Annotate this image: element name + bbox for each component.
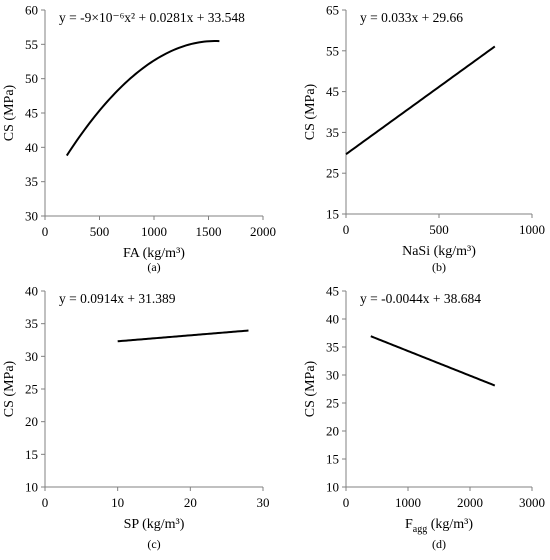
y-tick-label: 20: [25, 414, 38, 429]
y-tick-label: 25: [25, 382, 38, 397]
x-tick-label: 0: [343, 495, 350, 510]
fit-line: [117, 329, 249, 343]
x-tick-label: 1500: [196, 224, 222, 239]
y-tick-label: 60: [25, 3, 38, 18]
y-tick-label: 55: [25, 37, 38, 52]
x-tick-label: 0: [343, 222, 350, 237]
regression-equation: y = -9×10⁻⁶x² + 0.0281x + 33.548: [59, 10, 245, 25]
x-tick-label: 1000: [519, 222, 545, 237]
y-axis-label: CS (MPa): [2, 360, 17, 417]
y-tick-label: 20: [326, 424, 339, 439]
y-tick-label: 55: [326, 43, 339, 58]
x-tick-label: 1000: [395, 495, 421, 510]
x-axis-label: FA (kg/m³): [123, 246, 185, 261]
panel-c: 10 15 20 25 30 35 40 0 10 20 30 y = 0.0914x + 31.38…: [2, 284, 270, 552]
y-tick-label: 45: [326, 284, 339, 299]
x-tick-label: 3000: [519, 495, 545, 510]
x-axis-label-main: F: [405, 517, 413, 532]
y-tick-label: 10: [326, 480, 339, 495]
y-tick-label: 35: [326, 340, 339, 355]
panel-b: 15 25 35 45 55 65 0 500 1000 y = 0.033x + 29.66 CS…: [303, 3, 545, 275]
y-axis-label: CS (MPa): [2, 84, 17, 141]
y-tick-label: 30: [25, 349, 38, 364]
y-tick-label: 30: [326, 368, 339, 383]
panel-label: (a): [147, 260, 160, 274]
panel-label: (c): [147, 537, 160, 551]
x-tick-label: 20: [184, 495, 197, 510]
x-axis-label: NaSi (kg/m³): [402, 244, 476, 259]
y-tick-label: 65: [326, 3, 339, 18]
regression-equation: y = -0.0044x + 38.684: [360, 291, 481, 306]
y-tick-label: 45: [326, 84, 339, 99]
y-axis-label: CS (MPa): [303, 360, 318, 417]
x-axis-label-unit: (kg/m³): [427, 517, 473, 532]
fit-line: [65, 40, 220, 157]
y-tick-label: 40: [25, 140, 38, 155]
y-tick-label: 50: [25, 71, 38, 86]
y-tick-label: 15: [326, 452, 339, 467]
x-tick-label: 1000: [141, 224, 167, 239]
y-tick-label: 35: [25, 316, 38, 331]
x-axis-label-subscript: agg: [413, 524, 427, 535]
y-tick-label: 35: [25, 174, 38, 189]
x-tick-label: 2000: [457, 495, 483, 510]
panel-d: 10 15 20 25 30 35 40 45 0 1000 2000 3000 y = -0.0044…: [303, 284, 545, 552]
y-tick-label: 30: [25, 209, 38, 224]
y-tick-label: 25: [326, 396, 339, 411]
panel-a: 30 35 40 45 50 55 60 0 500 1000 1500 2000 y = -9×10⁻…: [2, 3, 276, 275]
x-tick-label: 2000: [250, 224, 276, 239]
fit-line: [370, 335, 496, 387]
x-axis-label: Fagg (kg/m³): [405, 517, 473, 535]
y-tick-label: 40: [326, 312, 339, 327]
x-axis-label: SP (kg/m³): [124, 517, 185, 532]
regression-equation: y = 0.0914x + 31.389: [59, 291, 176, 306]
y-tick-label: 40: [25, 284, 38, 299]
y-tick-label: 10: [25, 480, 38, 495]
y-axis-label: CS (MPa): [303, 83, 318, 140]
y-tick-label: 35: [326, 125, 339, 140]
panel-label: (b): [432, 260, 446, 274]
y-tick-label: 15: [326, 207, 339, 222]
fit-line: [345, 45, 496, 155]
panel-label: (d): [432, 537, 446, 551]
y-tick-label: 15: [25, 447, 38, 462]
y-tick-label: 45: [25, 106, 38, 121]
x-tick-label: 500: [90, 224, 110, 239]
x-tick-label: 0: [42, 495, 49, 510]
x-tick-label: 30: [257, 495, 270, 510]
regression-equation: y = 0.033x + 29.66: [360, 10, 463, 25]
x-tick-label: 500: [429, 222, 449, 237]
y-tick-label: 25: [326, 166, 339, 181]
x-tick-label: 0: [42, 224, 49, 239]
x-tick-label: 10: [111, 495, 124, 510]
